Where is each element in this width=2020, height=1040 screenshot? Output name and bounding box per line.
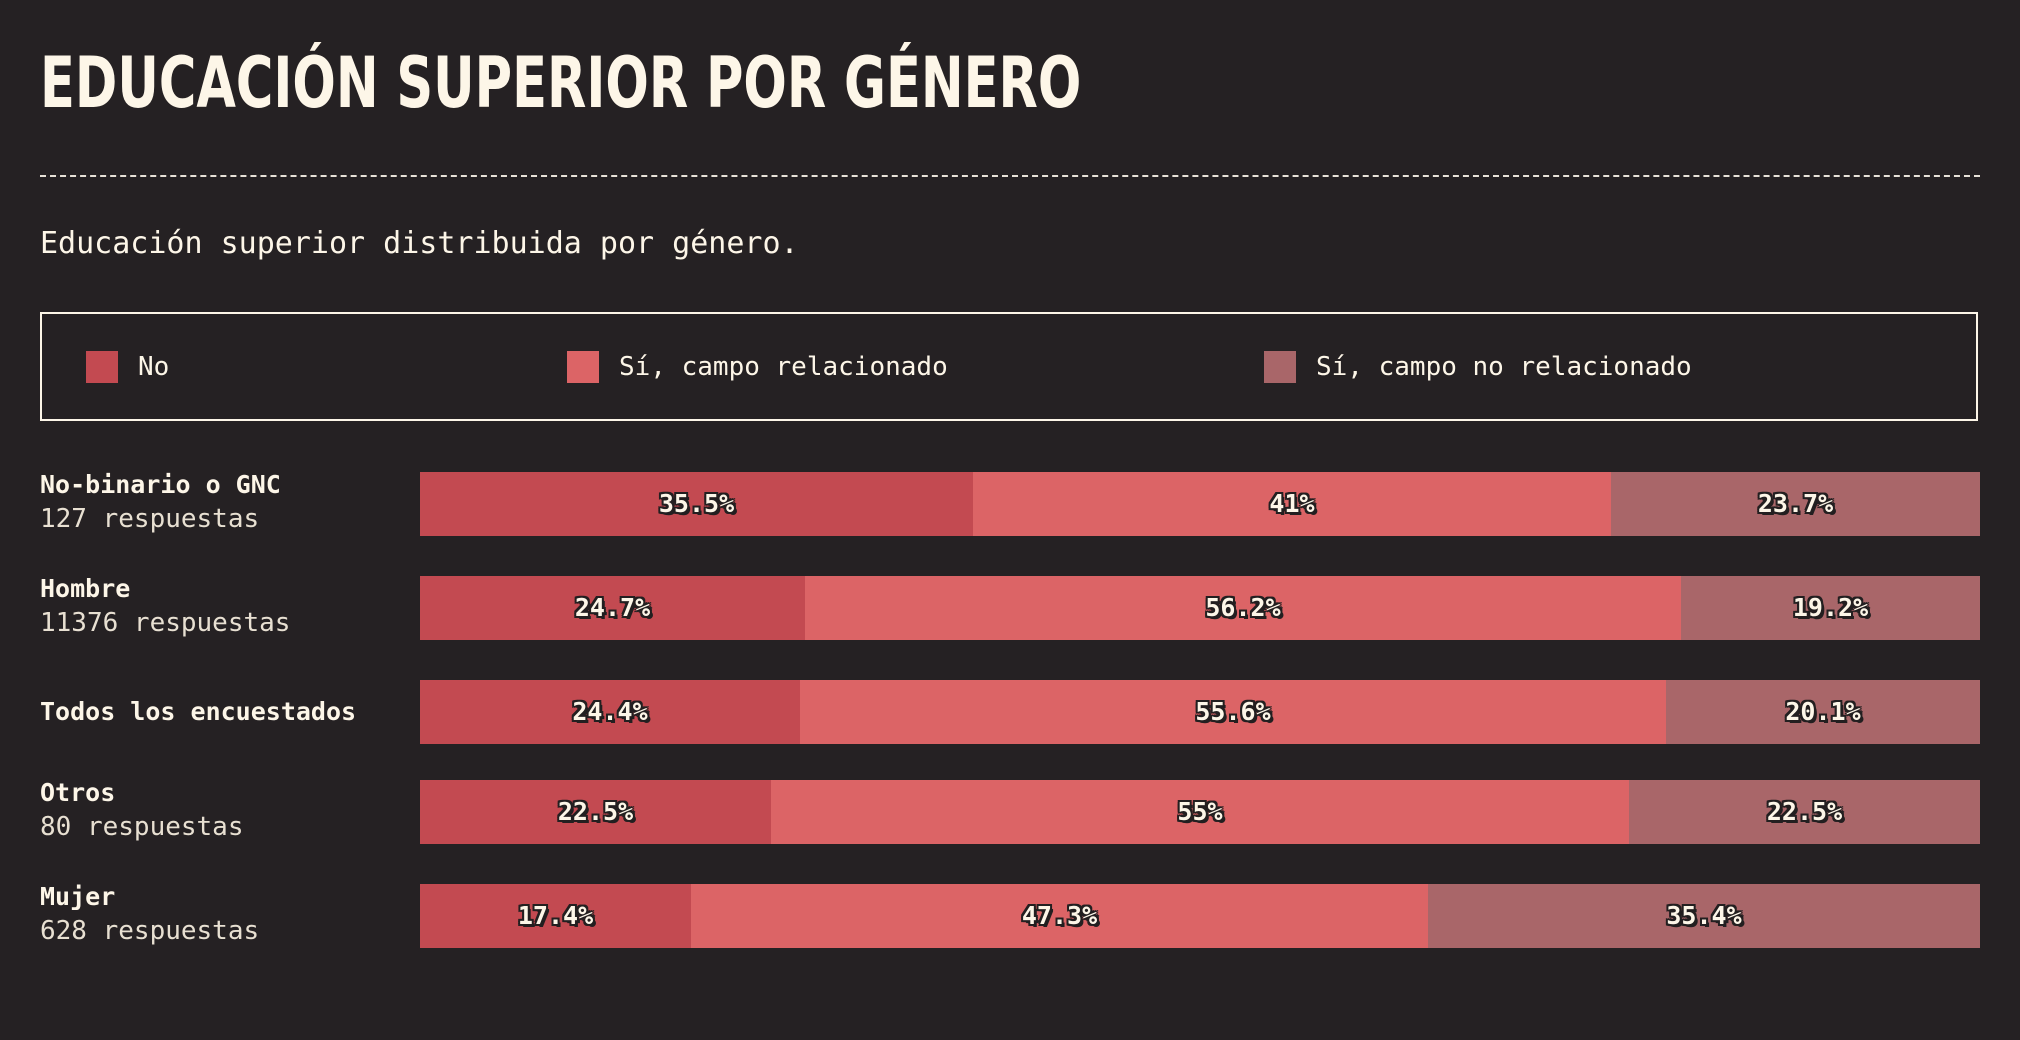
row-label-todos: Todos los encuestados bbox=[40, 695, 410, 729]
row-count: 127 respuestas bbox=[40, 504, 260, 534]
bar-value-label: 24.7% bbox=[574, 593, 651, 622]
bar-segment-related bbox=[691, 884, 1428, 948]
row-count: 11376 respuestas bbox=[40, 608, 291, 638]
bar-segment-related bbox=[771, 780, 1629, 844]
bar-row-todos: 24.4% 55.6% 20.1% bbox=[420, 680, 1980, 744]
bar-segment-unrelated bbox=[1681, 576, 1980, 640]
row-name: Todos los encuestados bbox=[40, 697, 357, 726]
bar-segment-unrelated bbox=[1666, 680, 1980, 744]
bar-value-label: 41% bbox=[1269, 489, 1315, 518]
bar-segment-unrelated bbox=[1428, 884, 1980, 948]
bar-value-label: 22.5% bbox=[1766, 797, 1843, 826]
bar-value-label: 56.2% bbox=[1205, 593, 1281, 622]
legend-swatch-related bbox=[567, 351, 599, 383]
row-count: 80 respuestas bbox=[40, 812, 244, 842]
legend-label-related: Sí, campo relacionado bbox=[619, 352, 948, 382]
legend-swatch-unrelated bbox=[1264, 351, 1296, 383]
bar-value-label: 23.7% bbox=[1757, 489, 1834, 518]
title-divider bbox=[40, 175, 1980, 177]
row-name: Otros bbox=[40, 778, 116, 807]
row-label-otros: Otros 80 respuestas bbox=[40, 776, 410, 844]
bar-segment-related bbox=[805, 576, 1681, 640]
bar-row-hombre: 24.7% 56.2% 19.2% bbox=[420, 576, 1980, 640]
legend-item-related: Sí, campo relacionado bbox=[567, 351, 948, 383]
legend-item-unrelated: Sí, campo no relacionado bbox=[1264, 351, 1692, 383]
bar-segment-no bbox=[420, 472, 973, 536]
row-name: Hombre bbox=[40, 574, 131, 603]
bar-value-label: 20.1% bbox=[1785, 697, 1861, 726]
bar-value-label: 55% bbox=[1177, 797, 1223, 826]
row-name: No-binario o GNC bbox=[40, 470, 281, 499]
bar-segment-no bbox=[420, 884, 691, 948]
bar-segment-no bbox=[420, 576, 805, 640]
row-label-hombre: Hombre 11376 respuestas bbox=[40, 572, 410, 640]
legend-label-no: No bbox=[138, 352, 170, 382]
chart-subtitle: Educación superior distribuida por géner… bbox=[40, 226, 799, 261]
bar-segment-related bbox=[800, 680, 1666, 744]
row-count: 628 respuestas bbox=[40, 916, 260, 946]
row-label-nonbinary: No-binario o GNC 127 respuestas bbox=[40, 468, 410, 536]
bar-segment-unrelated bbox=[1611, 472, 1980, 536]
bar-segment-unrelated bbox=[1629, 780, 1980, 844]
bar-value-label: 47.3% bbox=[1021, 901, 1098, 930]
row-name: Mujer bbox=[40, 882, 116, 911]
bar-value-label: 22.5% bbox=[557, 797, 634, 826]
legend: No Sí, campo relacionado Sí, campo no re… bbox=[40, 312, 1978, 421]
bar-segment-related bbox=[973, 472, 1611, 536]
bar-row-nonbinary: 35.5% 41% 23.7% bbox=[420, 472, 1980, 536]
legend-swatch-no bbox=[86, 351, 118, 383]
bar-value-label: 35.4% bbox=[1666, 901, 1742, 930]
bar-value-label: 55.6% bbox=[1195, 697, 1271, 726]
legend-label-unrelated: Sí, campo no relacionado bbox=[1316, 352, 1692, 382]
chart-title: EDUCACIÓN SUPERIOR POR GÉNERO bbox=[40, 42, 1082, 124]
row-label-mujer: Mujer 628 respuestas bbox=[40, 880, 410, 948]
bar-segment-no bbox=[420, 680, 800, 744]
bar-value-label: 17.4% bbox=[517, 901, 594, 930]
legend-item-no: No bbox=[86, 351, 169, 383]
bar-value-label: 24.4% bbox=[572, 697, 648, 726]
bar-value-label: 35.5% bbox=[658, 489, 735, 518]
bar-row-otros: 22.5% 55% 22.5% bbox=[420, 780, 1980, 844]
bar-value-label: 19.2% bbox=[1792, 593, 1869, 622]
bar-segment-no bbox=[420, 780, 771, 844]
bar-row-mujer: 17.4% 47.3% 35.4% bbox=[420, 884, 1980, 948]
